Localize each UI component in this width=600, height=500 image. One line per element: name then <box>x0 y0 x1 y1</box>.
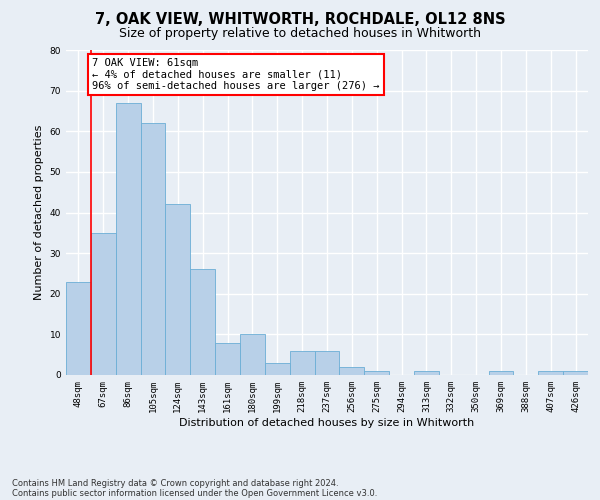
Bar <box>314 350 340 375</box>
Bar <box>66 282 91 375</box>
Text: Size of property relative to detached houses in Whitworth: Size of property relative to detached ho… <box>119 28 481 40</box>
Bar <box>240 334 265 375</box>
Bar <box>91 233 116 375</box>
Bar <box>290 350 314 375</box>
Bar <box>340 367 364 375</box>
Bar <box>140 123 166 375</box>
Bar <box>488 371 514 375</box>
X-axis label: Distribution of detached houses by size in Whitworth: Distribution of detached houses by size … <box>179 418 475 428</box>
Bar <box>215 342 240 375</box>
Bar <box>563 371 588 375</box>
Bar <box>538 371 563 375</box>
Bar <box>116 103 140 375</box>
Text: Contains HM Land Registry data © Crown copyright and database right 2024.: Contains HM Land Registry data © Crown c… <box>12 478 338 488</box>
Bar <box>414 371 439 375</box>
Text: 7 OAK VIEW: 61sqm
← 4% of detached houses are smaller (11)
96% of semi-detached : 7 OAK VIEW: 61sqm ← 4% of detached house… <box>92 58 380 92</box>
Bar <box>265 363 290 375</box>
Y-axis label: Number of detached properties: Number of detached properties <box>34 125 44 300</box>
Text: Contains public sector information licensed under the Open Government Licence v3: Contains public sector information licen… <box>12 488 377 498</box>
Bar <box>364 371 389 375</box>
Text: 7, OAK VIEW, WHITWORTH, ROCHDALE, OL12 8NS: 7, OAK VIEW, WHITWORTH, ROCHDALE, OL12 8… <box>95 12 505 28</box>
Bar <box>166 204 190 375</box>
Bar <box>190 270 215 375</box>
